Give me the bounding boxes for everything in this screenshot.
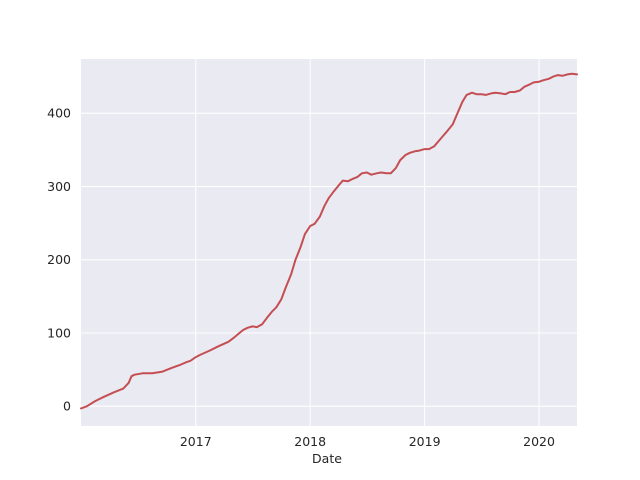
y-tick-label: 400 bbox=[47, 106, 71, 121]
y-tick-label: 200 bbox=[47, 252, 71, 267]
x-tick-label: 2017 bbox=[180, 434, 212, 449]
y-tick-label: 100 bbox=[47, 325, 71, 340]
plot-background bbox=[81, 59, 577, 426]
x-tick-label: 2020 bbox=[523, 434, 555, 449]
y-tick-label: 300 bbox=[47, 179, 71, 194]
x-tick-label: 2018 bbox=[294, 434, 326, 449]
tick-labels: 2017 2018 2019 2020 0 100 200 300 400 bbox=[47, 106, 555, 449]
series-line bbox=[80, 72, 578, 410]
x-tick-label: 2019 bbox=[409, 434, 441, 449]
x-axis-title: Date bbox=[312, 451, 342, 466]
y-tick-label: 0 bbox=[63, 399, 71, 414]
grid-lines bbox=[81, 59, 577, 426]
series-layer bbox=[80, 72, 578, 410]
